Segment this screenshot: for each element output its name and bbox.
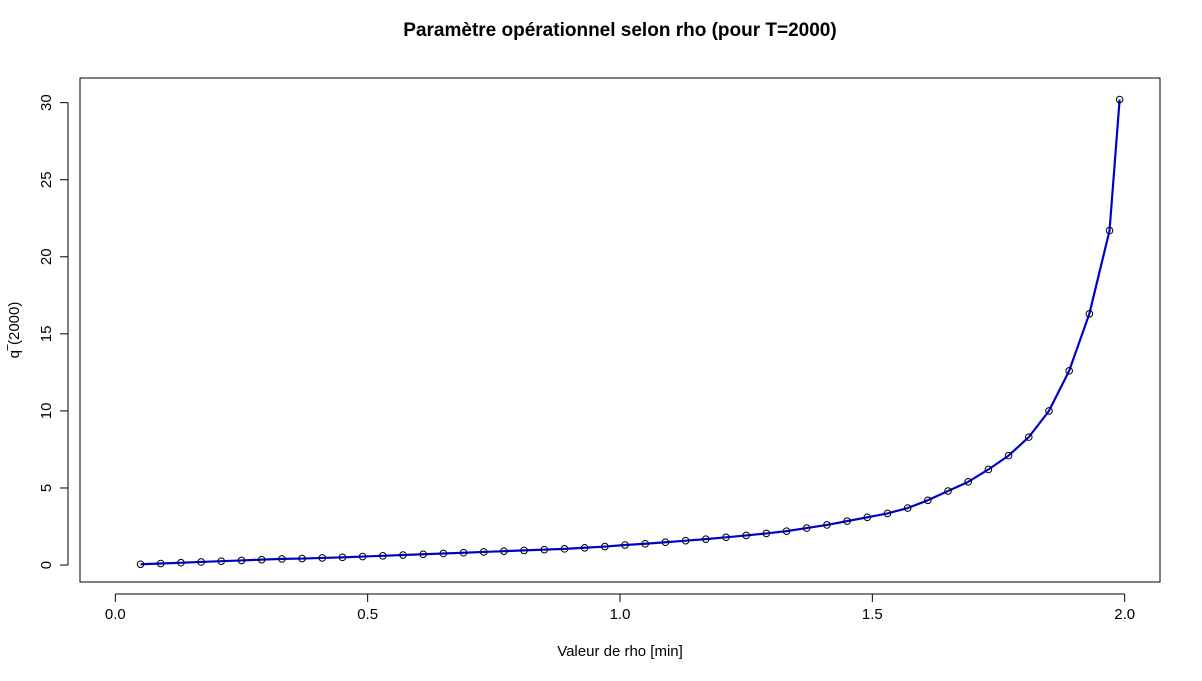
y-tick-label: 0 — [38, 561, 55, 569]
y-axis-label: q‾(2000) — [6, 302, 23, 359]
data-point — [964, 478, 973, 486]
y-tick-label: 30 — [38, 94, 55, 111]
data-point — [843, 517, 851, 525]
data-point — [399, 551, 407, 559]
data-point — [863, 513, 872, 522]
y-tick-label: 20 — [38, 248, 55, 265]
data-point — [197, 558, 205, 566]
x-tick-label: 1.5 — [862, 606, 883, 623]
x-axis-label: Valeur de rho [min] — [557, 643, 683, 660]
data-point — [944, 487, 952, 495]
data-point — [298, 554, 306, 563]
y-tick-label: 25 — [38, 171, 55, 188]
data-point — [257, 555, 266, 564]
data-point — [661, 538, 670, 547]
y-tick-label: 10 — [38, 403, 55, 420]
data-point — [479, 548, 488, 556]
data-point — [823, 521, 831, 529]
series-line — [140, 99, 1121, 566]
data-point — [358, 552, 367, 561]
data-point — [439, 549, 448, 558]
chart-title: Paramètre opérationnel selon rho (pour T… — [403, 20, 836, 41]
data-point — [278, 555, 286, 563]
data-point — [762, 529, 771, 538]
x-tick-label: 0.5 — [357, 606, 378, 623]
data-point — [1085, 310, 1094, 318]
data-point — [802, 524, 811, 532]
y-tick-label: 5 — [38, 484, 55, 492]
data-point — [701, 535, 710, 543]
series-group — [136, 95, 1124, 569]
data-point — [681, 536, 690, 545]
y-axis: 0 5 10 15 20 25 30 — [38, 94, 69, 569]
data-point — [379, 551, 387, 560]
data-point — [217, 557, 226, 565]
data-point — [136, 560, 145, 569]
data-point — [338, 553, 347, 562]
data-point — [903, 504, 912, 512]
data-point — [580, 543, 589, 552]
data-point — [500, 547, 508, 555]
data-point — [419, 550, 427, 559]
data-point — [1024, 433, 1033, 441]
x-tick-label: 0.0 — [105, 606, 126, 623]
x-tick-label: 1.0 — [610, 606, 631, 623]
data-point — [984, 465, 993, 474]
data-point — [318, 554, 327, 562]
data-point — [722, 533, 730, 542]
data-point — [924, 496, 932, 505]
data-point — [883, 509, 892, 518]
x-axis: 0.0 0.5 1.0 1.5 2.0 — [105, 593, 1135, 623]
data-point — [237, 556, 246, 565]
data-point — [601, 542, 609, 551]
data-point — [742, 531, 750, 540]
plot-box — [79, 77, 1161, 583]
data-point — [520, 546, 528, 555]
y-tick-label: 15 — [38, 326, 55, 343]
data-point — [1004, 451, 1013, 460]
data-point — [621, 541, 629, 549]
data-point — [459, 548, 468, 557]
data-point — [1065, 367, 1073, 375]
data-point — [641, 539, 650, 548]
data-point — [540, 545, 549, 554]
x-tick-label: 2.0 — [1114, 606, 1135, 623]
data-point — [156, 559, 165, 568]
data-point — [1105, 226, 1114, 235]
data-point — [1045, 407, 1053, 415]
data-point — [560, 545, 569, 553]
data-point — [177, 558, 185, 567]
data-point — [1115, 95, 1124, 104]
data-point — [782, 527, 791, 535]
